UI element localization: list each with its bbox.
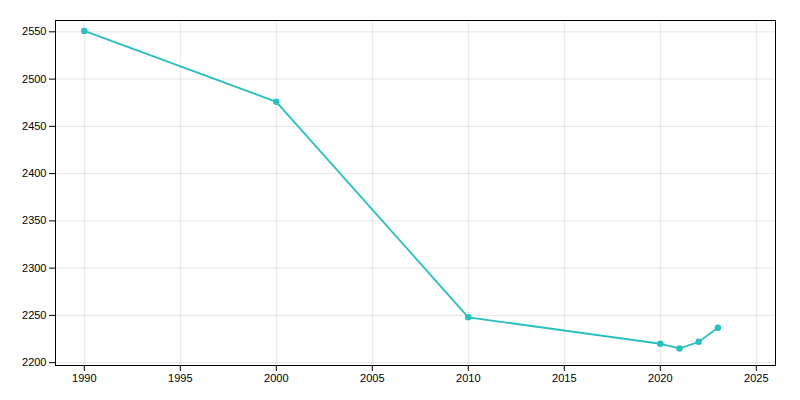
svg-text:2015: 2015 bbox=[552, 372, 576, 384]
svg-text:2005: 2005 bbox=[360, 372, 384, 384]
svg-text:2550: 2550 bbox=[22, 25, 46, 37]
svg-text:2450: 2450 bbox=[22, 120, 46, 132]
svg-text:2020: 2020 bbox=[648, 372, 672, 384]
svg-text:2350: 2350 bbox=[22, 214, 46, 226]
svg-text:2010: 2010 bbox=[456, 372, 480, 384]
svg-text:2200: 2200 bbox=[22, 356, 46, 368]
svg-text:2500: 2500 bbox=[22, 73, 46, 85]
svg-text:2300: 2300 bbox=[22, 262, 46, 274]
svg-text:1990: 1990 bbox=[72, 372, 96, 384]
svg-text:2400: 2400 bbox=[22, 167, 46, 179]
svg-text:2025: 2025 bbox=[744, 372, 768, 384]
svg-text:2000: 2000 bbox=[264, 372, 288, 384]
svg-text:2250: 2250 bbox=[22, 309, 46, 321]
svg-text:1995: 1995 bbox=[168, 372, 192, 384]
